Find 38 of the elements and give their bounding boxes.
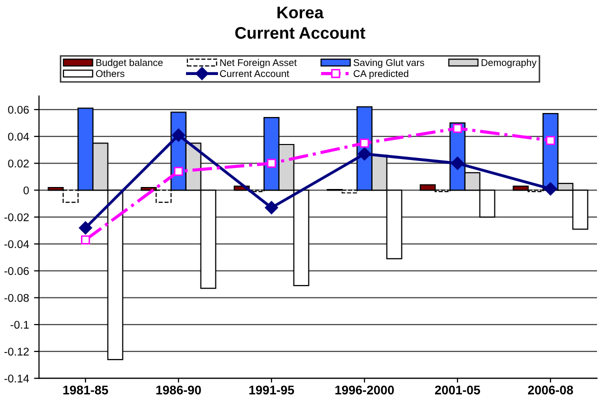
x-tick-label: 2006-08	[528, 386, 574, 394]
point	[450, 156, 464, 170]
point	[172, 128, 186, 142]
legend-label: Net Foreign Asset	[220, 58, 297, 68]
point	[264, 201, 278, 214]
point	[544, 182, 558, 196]
point	[174, 166, 184, 176]
x-tick-label: 1996-2000	[335, 386, 394, 394]
legend-label: Budget balance	[96, 58, 163, 68]
legend-label: Demography	[482, 58, 537, 68]
y-tick-label: -0.12	[4, 348, 29, 356]
legend-label: Current Account	[220, 70, 290, 78]
y-tick-label: -0.08	[4, 294, 29, 302]
point	[266, 158, 276, 168]
chart-title: Korea	[277, 6, 324, 18]
y-tick-label: -0.14	[4, 374, 29, 382]
legend-label: Others	[96, 70, 124, 78]
point	[80, 235, 90, 244]
x-tick-label: 1991-95	[249, 386, 294, 394]
y-tick-label: -0.04	[4, 240, 29, 248]
y-tick-label: -0.1	[10, 320, 29, 329]
y-tick-label: -0.06	[4, 267, 29, 275]
x-tick-label: 1986-90	[156, 386, 201, 394]
point	[78, 221, 92, 234]
x-tick-label: 2001-05	[435, 386, 480, 394]
y-tick-label: -0.02	[4, 213, 29, 222]
point	[358, 147, 372, 160]
point	[546, 136, 556, 145]
point	[452, 124, 462, 133]
point	[360, 138, 370, 148]
legend-label: Saving Glut vars	[354, 58, 424, 68]
chart-subtitle: Current Account	[235, 27, 366, 39]
y-tick-label: 0.06	[8, 106, 29, 114]
y-tick-label: 0	[24, 186, 29, 194]
x-tick-label: 1981-85	[63, 386, 108, 394]
y-tick-label: 0.02	[8, 160, 29, 168]
legend-label: CA predicted	[354, 70, 408, 79]
y-tick-label: 0.04	[8, 132, 29, 141]
